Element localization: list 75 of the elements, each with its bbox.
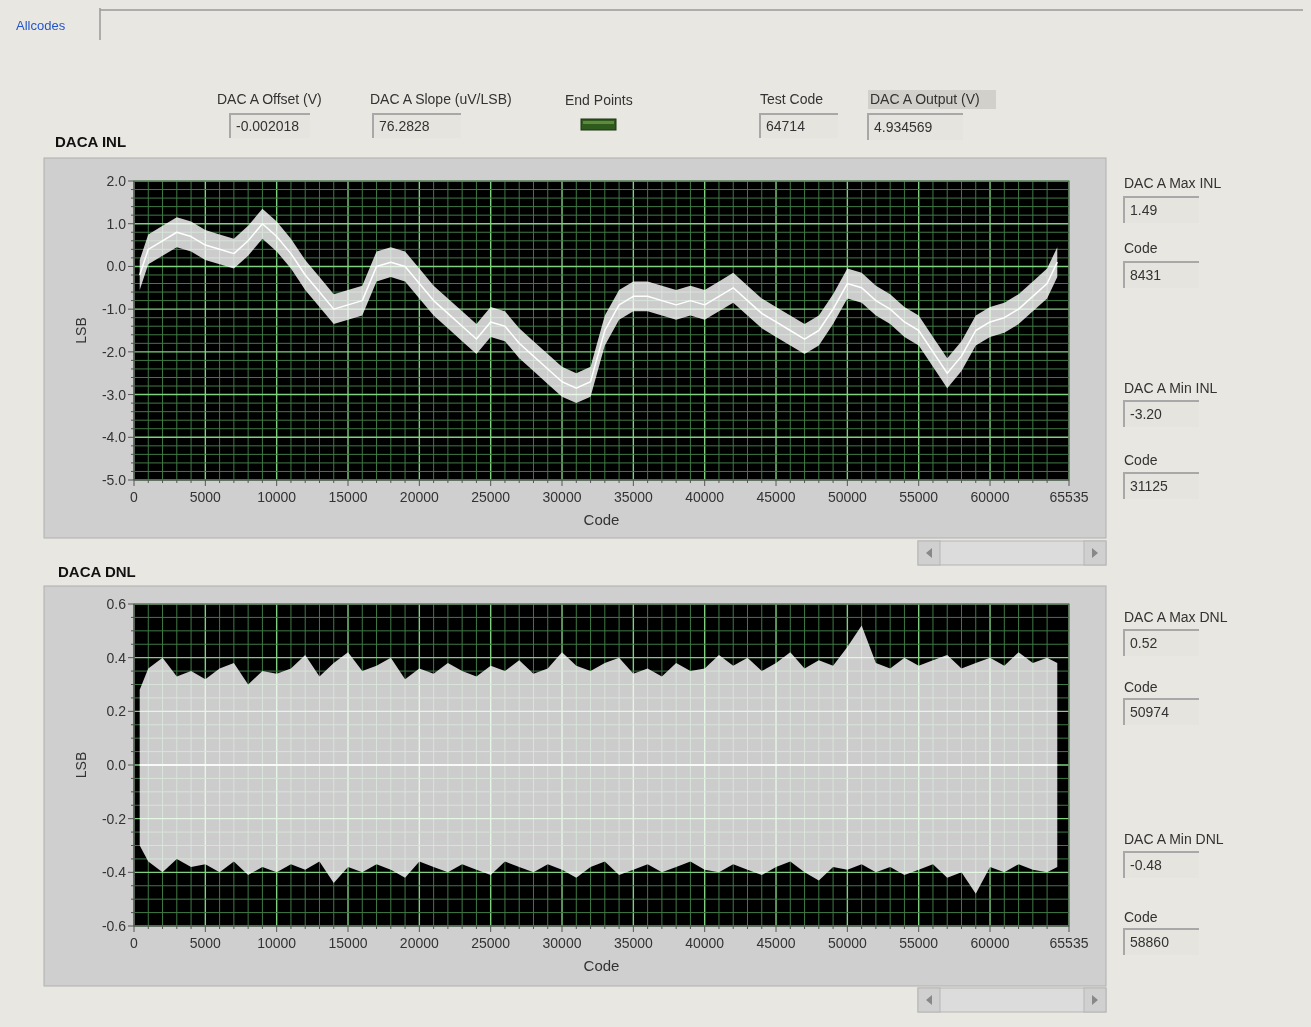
text: End Points [565, 92, 633, 108]
text: 76.2828 [379, 118, 430, 134]
text: 8431 [1130, 267, 1162, 283]
x-tick-label: 65535 [1049, 489, 1089, 505]
y-tick-label: 1.0 [106, 215, 127, 232]
x-tick-label: 45000 [756, 489, 796, 505]
y-tick-label: 2.0 [106, 173, 127, 189]
x-tick-label: 65535 [1049, 935, 1089, 951]
y-tick-label: 0.2 [106, 703, 127, 720]
x-tick-label: 10000 [257, 935, 297, 951]
y-tick-label: 0.0 [106, 258, 127, 275]
x-tick-label: 40000 [685, 935, 725, 951]
text: Code [1124, 452, 1158, 468]
text: 58860 [1130, 934, 1170, 950]
x-tick-label: 15000 [328, 935, 368, 951]
text: 31125 [1130, 478, 1169, 494]
text: DAC A Output (V) [870, 91, 980, 107]
text: Code [1124, 240, 1158, 256]
y-tick-label: -0.6 [101, 918, 127, 934]
x-tick-label: 20000 [399, 489, 440, 505]
text: DAC A Max INL [1124, 175, 1222, 191]
x-tick-label: 50000 [827, 489, 868, 505]
x-tick-label: 60000 [970, 935, 1010, 951]
x-tick-label: 45000 [756, 935, 796, 951]
text: Test Code [760, 91, 824, 107]
x-tick-label: 50000 [827, 935, 868, 951]
text: 50974 [1130, 704, 1170, 720]
x-tick-label: 60000 [970, 489, 1010, 505]
text: DAC A Min DNL [1124, 831, 1224, 847]
y-tick-label: -4.0 [101, 429, 127, 446]
text: 4.934569 [874, 119, 933, 135]
y-axis-title: LSB [73, 317, 89, 344]
text: DAC A Slope (uV/LSB) [370, 91, 512, 107]
y-tick-label: 0.4 [106, 649, 127, 666]
chart-title: DACA INL [55, 133, 127, 150]
x-tick-label: 25000 [471, 489, 511, 505]
text: -3.20 [1130, 406, 1163, 422]
text: Code [1124, 909, 1158, 925]
y-tick-label: -1.0 [101, 301, 127, 318]
text: DAC A Offset (V) [217, 91, 322, 107]
text: 64714 [766, 118, 806, 134]
x-tick-label: 15000 [328, 489, 368, 505]
x-axis-title: Code [583, 957, 620, 974]
x-tick-label: 30000 [542, 935, 582, 951]
x-axis-title: Code [583, 511, 620, 528]
x-tick-label: 5000 [189, 489, 222, 505]
y-tick-label: -3.0 [101, 386, 127, 403]
y-tick-label: -0.4 [101, 864, 127, 881]
x-tick-label: 0 [130, 935, 139, 951]
text: DAC A Max DNL [1124, 609, 1228, 625]
y-tick-label: -5.0 [101, 472, 127, 488]
x-tick-label: 30000 [542, 489, 582, 505]
x-tick-label: 10000 [257, 489, 297, 505]
text: DAC A Min INL [1124, 380, 1218, 396]
x-tick-label: 55000 [899, 935, 939, 951]
y-tick-label: 0.6 [106, 596, 127, 612]
x-tick-label: 20000 [399, 935, 440, 951]
text: Code [1124, 679, 1158, 695]
y-tick-label: 0.0 [106, 757, 127, 773]
x-tick-label: 35000 [613, 935, 654, 951]
y-tick-label: -2.0 [101, 343, 127, 360]
y-axis-title: LSB [73, 751, 89, 779]
text: Allcodes [16, 18, 66, 33]
x-tick-label: 55000 [899, 489, 939, 505]
x-tick-label: 35000 [613, 489, 654, 505]
text: -0.48 [1130, 857, 1163, 873]
x-tick-label: 0 [130, 489, 139, 505]
x-tick-label: 25000 [471, 935, 511, 951]
x-tick-label: 40000 [685, 489, 725, 505]
text: -0.002018 [236, 118, 300, 134]
x-tick-label: 5000 [189, 935, 222, 951]
chart-title: DACA DNL [58, 563, 136, 580]
y-tick-label: -0.2 [101, 810, 127, 827]
text: 0.52 [1130, 635, 1158, 651]
text: 1.49 [1130, 202, 1158, 218]
